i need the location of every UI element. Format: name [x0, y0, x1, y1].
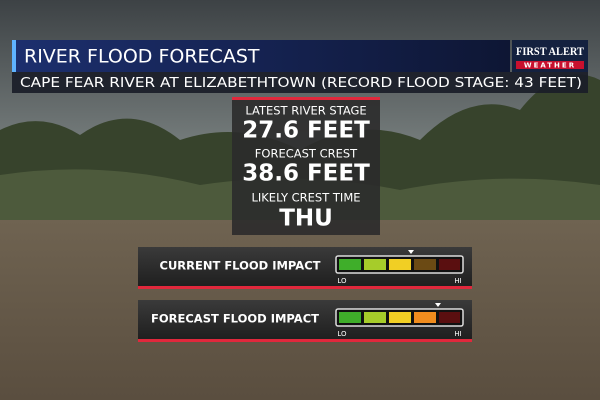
stat-label: LIKELY CREST TIME [251, 191, 360, 205]
meter-seg [339, 312, 361, 323]
subtitle-bar [12, 72, 588, 93]
meter-seg [364, 312, 386, 323]
meter-seg [414, 312, 436, 323]
stats-accent [232, 97, 380, 100]
meter-seg [389, 259, 411, 270]
stat-label: LATEST RIVER STAGE [245, 104, 366, 118]
title: RIVER FLOOD FORECAST [24, 46, 260, 68]
impact-label: FORECAST FLOOD IMPACT [151, 312, 319, 326]
title-bar [12, 40, 510, 72]
title-accent [12, 40, 16, 72]
meter-high: HI [454, 330, 461, 338]
meter-seg [339, 259, 361, 270]
subtitle: CAPE FEAR RIVER AT ELIZABETHTOWN (RECORD… [20, 75, 582, 91]
panel-accent [138, 286, 472, 289]
impact-panel: CURRENT FLOOD IMPACT LO HI [138, 247, 472, 289]
panel-accent [138, 339, 472, 342]
meter-high: HI [454, 277, 461, 285]
logo-line1: FIRST ALERT [516, 44, 584, 58]
stats-box [232, 97, 380, 235]
stat-value: 27.6 FEET [242, 118, 370, 144]
stat-label: FORECAST CREST [255, 147, 358, 161]
stat-value: THU [279, 206, 333, 232]
meter-pointer [408, 250, 414, 254]
meter-seg [439, 312, 460, 323]
logo-line2: WEATHER [524, 62, 576, 70]
meter-low: LO [337, 330, 347, 338]
impact-label: CURRENT FLOOD IMPACT [160, 259, 321, 273]
stat-value: 38.6 FEET [242, 161, 370, 187]
meter-low: LO [337, 277, 347, 285]
meter-seg [389, 312, 411, 323]
meter-pointer [435, 303, 441, 307]
logo-band [516, 61, 584, 69]
impact-panel: FORECAST FLOOD IMPACT LO HI [138, 300, 472, 342]
meter-seg [364, 259, 386, 270]
meter-seg [414, 259, 436, 270]
meter-seg [439, 259, 460, 270]
